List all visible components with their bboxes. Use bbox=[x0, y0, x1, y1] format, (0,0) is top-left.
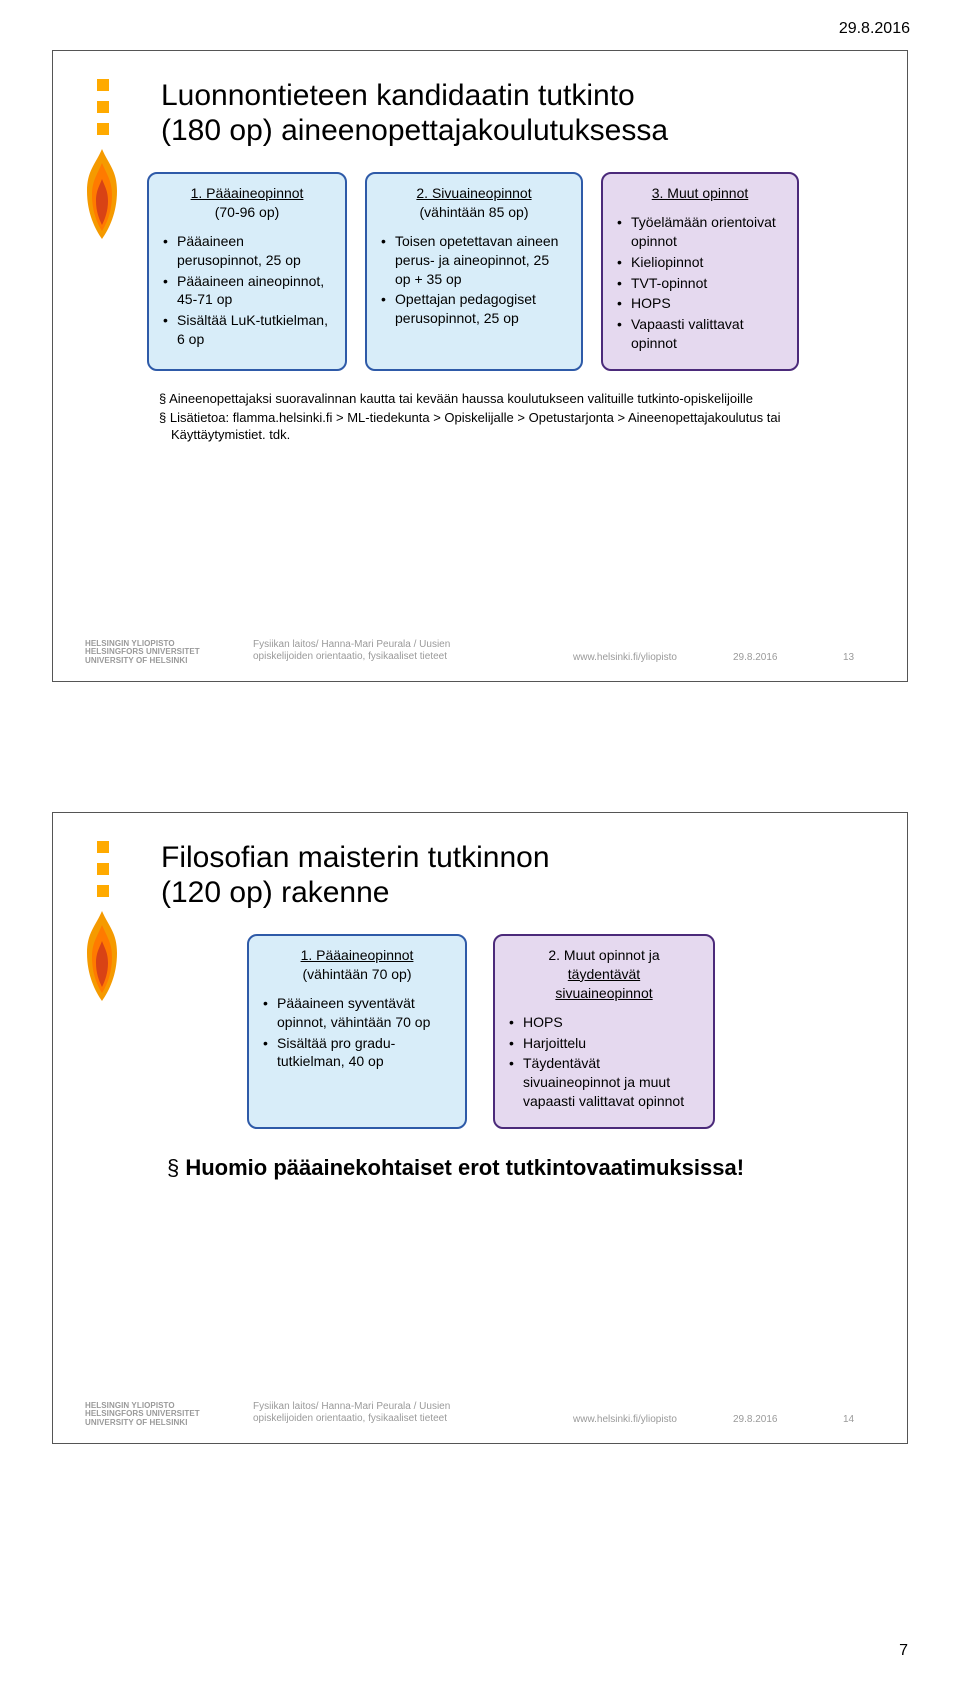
list-item: Pääaineen perusopinnot, 25 op bbox=[163, 232, 331, 270]
note-line: § Lisätietoa: flamma.helsinki.fi > ML-ti… bbox=[159, 410, 873, 443]
list-item: Työelämään orientoivat opinnot bbox=[617, 213, 783, 251]
page-number: 7 bbox=[899, 1642, 908, 1660]
list-item: Pääaineen aineopinnot, 45-71 op bbox=[163, 272, 331, 310]
slide-1: Luonnontieteen kandidaatin tutkinto (180… bbox=[52, 50, 908, 682]
uni-logo-line: HELSINGFORS UNIVERSITET bbox=[85, 1409, 200, 1418]
list-item: Harjoittelu bbox=[509, 1034, 699, 1053]
note-line: § Aineenopettajaksi suoravalinnan kautta… bbox=[159, 391, 873, 407]
list-item: Pääaineen syventävät opinnot, vähintään … bbox=[263, 994, 451, 1032]
column-list: Pääaineen perusopinnot, 25 op Pääaineen … bbox=[163, 232, 331, 349]
column-heading-underline: sivuaineopinnot bbox=[555, 985, 652, 1001]
column-muut-opinnot: 2. Muut opinnot ja täydentävät sivuaineo… bbox=[493, 934, 715, 1129]
column-list: Pääaineen syventävät opinnot, vähintään … bbox=[263, 994, 451, 1072]
slide-title: Filosofian maisterin tutkinnon (120 op) … bbox=[161, 841, 873, 910]
list-item: Vapaasti valittavat opinnot bbox=[617, 315, 783, 353]
column-list: Työelämään orientoivat opinnot Kieliopin… bbox=[617, 213, 783, 353]
slide-title: Luonnontieteen kandidaatin tutkinto (180… bbox=[161, 79, 873, 148]
column-heading: 2. Muut opinnot ja täydentävät sivuaineo… bbox=[509, 946, 699, 1003]
footer-left-line: Fysiikan laitos/ Hanna-Mari Peurala / Uu… bbox=[253, 639, 450, 650]
page: 29.8.2016 Luonnontieteen kandidaatin tut… bbox=[0, 0, 960, 1684]
list-item: Opettajan pedagogiset perusopinnot, 25 o… bbox=[381, 290, 567, 328]
slide-notes: § Aineenopettajaksi suoravalinnan kautta… bbox=[159, 391, 873, 443]
footer-slide-number: 13 bbox=[843, 652, 854, 663]
column-sivuaineopinnot: 2. Sivuaineopinnot (vähintään 85 op) Toi… bbox=[365, 172, 583, 371]
footer-left: Fysiikan laitos/ Hanna-Mari Peurala / Uu… bbox=[253, 1401, 450, 1425]
column-heading: 3. Muut opinnot bbox=[617, 184, 783, 203]
column-heading-underline: 1. Pääaineopinnot bbox=[191, 185, 304, 201]
university-logo-text: HELSINGIN YLIOPISTO HELSINGFORS UNIVERSI… bbox=[85, 640, 200, 666]
column-heading-line: 2. Muut opinnot ja bbox=[548, 947, 659, 963]
slide-title-line1: Luonnontieteen kandidaatin tutkinto bbox=[161, 79, 635, 112]
uni-logo-line: UNIVERSITY OF HELSINKI bbox=[85, 656, 188, 665]
emphasis-note: Huomio pääainekohtaiset erot tutkintovaa… bbox=[167, 1155, 873, 1181]
columns-row: 1. Pääaineopinnot (70-96 op) Pääaineen p… bbox=[147, 172, 873, 371]
list-item: HOPS bbox=[509, 1013, 699, 1032]
column-heading-underline: 2. Sivuaineopinnot bbox=[416, 185, 531, 201]
header-date: 29.8.2016 bbox=[50, 20, 910, 38]
column-paaaineopinnot: 1. Pääaineopinnot (70-96 op) Pääaineen p… bbox=[147, 172, 347, 371]
flame-decoration-icon bbox=[79, 79, 125, 239]
uni-logo-line: HELSINGIN YLIOPISTO bbox=[85, 639, 175, 648]
slide-title-line2: (120 op) rakenne bbox=[161, 876, 390, 909]
column-heading-rest: (70-96 op) bbox=[215, 204, 280, 220]
list-item: HOPS bbox=[617, 294, 783, 313]
footer-date: 29.8.2016 bbox=[733, 652, 778, 663]
column-heading-underline: 3. Muut opinnot bbox=[652, 185, 749, 201]
footer-url: www.helsinki.fi/yliopisto bbox=[573, 1414, 677, 1425]
column-heading: 1. Pääaineopinnot (70-96 op) bbox=[163, 184, 331, 222]
list-item: Toisen opetettavan aineen perus- ja aine… bbox=[381, 232, 567, 289]
column-heading-rest: (vähintään 85 op) bbox=[420, 204, 529, 220]
footer-slide-number: 14 bbox=[843, 1414, 854, 1425]
column-heading-rest: (vähintään 70 op) bbox=[303, 966, 412, 982]
slide-2: Filosofian maisterin tutkinnon (120 op) … bbox=[52, 812, 908, 1444]
column-list: HOPS Harjoittelu Täydentävät sivuaineopi… bbox=[509, 1013, 699, 1111]
footer-left-line: opiskelijoiden orientaatio, fysikaaliset… bbox=[253, 1413, 447, 1424]
uni-logo-line: UNIVERSITY OF HELSINKI bbox=[85, 1418, 188, 1427]
uni-logo-line: HELSINGIN YLIOPISTO bbox=[85, 1401, 175, 1410]
slide-title-line1: Filosofian maisterin tutkinnon bbox=[161, 841, 550, 874]
slide-title-line2: (180 op) aineenopettajakoulutuksessa bbox=[161, 114, 668, 147]
list-item: Kieliopinnot bbox=[617, 253, 783, 272]
columns-row: 1. Pääaineopinnot (vähintään 70 op) Pääa… bbox=[247, 934, 873, 1129]
column-paaaineopinnot: 1. Pääaineopinnot (vähintään 70 op) Pääa… bbox=[247, 934, 467, 1129]
footer-date: 29.8.2016 bbox=[733, 1414, 778, 1425]
column-list: Toisen opetettavan aineen perus- ja aine… bbox=[381, 232, 567, 328]
list-item: TVT-opinnot bbox=[617, 274, 783, 293]
column-heading: 2. Sivuaineopinnot (vähintään 85 op) bbox=[381, 184, 567, 222]
column-heading: 1. Pääaineopinnot (vähintään 70 op) bbox=[263, 946, 451, 984]
column-heading-underline: täydentävät bbox=[568, 966, 640, 982]
list-item: Sisältää LuK-tutkielman, 6 op bbox=[163, 311, 331, 349]
university-logo-text: HELSINGIN YLIOPISTO HELSINGFORS UNIVERSI… bbox=[85, 1402, 200, 1428]
uni-logo-line: HELSINGFORS UNIVERSITET bbox=[85, 647, 200, 656]
footer-url: www.helsinki.fi/yliopisto bbox=[573, 652, 677, 663]
list-item: Täydentävät sivuaineopinnot ja muut vapa… bbox=[509, 1054, 699, 1111]
footer-left: Fysiikan laitos/ Hanna-Mari Peurala / Uu… bbox=[253, 639, 450, 663]
flame-decoration-icon bbox=[79, 841, 125, 1001]
column-muut-opinnot: 3. Muut opinnot Työelämään orientoivat o… bbox=[601, 172, 799, 371]
list-item: Sisältää pro gradu-tutkielman, 40 op bbox=[263, 1034, 451, 1072]
footer-left-line: opiskelijoiden orientaatio, fysikaaliset… bbox=[253, 651, 447, 662]
footer-left-line: Fysiikan laitos/ Hanna-Mari Peurala / Uu… bbox=[253, 1401, 450, 1412]
column-heading-underline: 1. Pääaineopinnot bbox=[301, 947, 414, 963]
